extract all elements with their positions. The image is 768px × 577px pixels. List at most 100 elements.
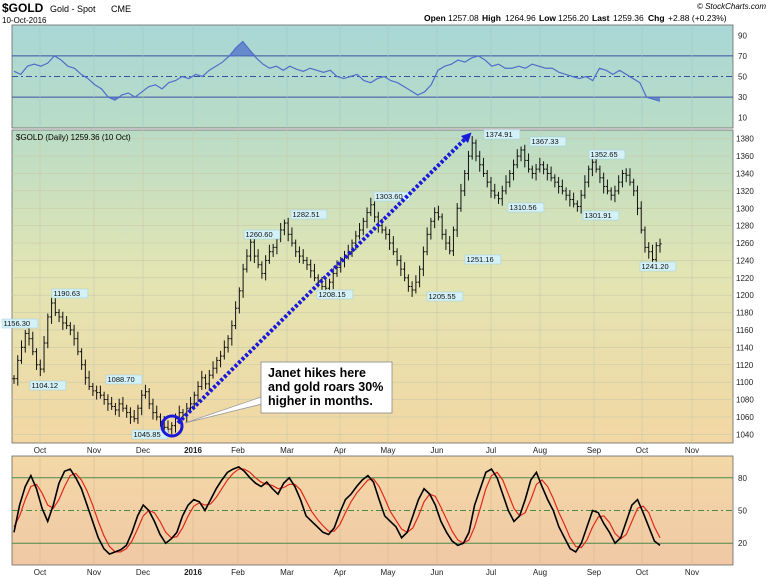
price-label-bg bbox=[507, 202, 545, 213]
rsi-tick-label: 10 bbox=[738, 114, 747, 123]
x-tick-label-bottom: Nov bbox=[685, 568, 699, 577]
price-label: 1190.63 bbox=[54, 289, 81, 298]
price-tick-label: 1260 bbox=[736, 239, 754, 248]
price-label: 1310.56 bbox=[510, 203, 537, 212]
exchange-label: CME bbox=[111, 4, 131, 14]
stoch-tick-label: 20 bbox=[738, 539, 747, 548]
price-tick-label: 1300 bbox=[736, 204, 754, 213]
price-label: 1301.91 bbox=[585, 211, 612, 220]
price-tick-label: 1340 bbox=[736, 169, 754, 178]
price-label: 1260.60 bbox=[246, 230, 273, 239]
price-tick-label: 1200 bbox=[736, 291, 754, 300]
rsi-tick-label: 50 bbox=[738, 73, 747, 82]
chart-date: 10-Oct-2016 bbox=[2, 16, 47, 25]
x-tick-label: Nov bbox=[685, 446, 699, 455]
x-tick-label-bottom: Dec bbox=[136, 568, 150, 577]
x-tick-label: Nov bbox=[87, 446, 101, 455]
x-tick-label: Oct bbox=[636, 446, 649, 455]
x-tick-label: Dec bbox=[136, 446, 150, 455]
rsi-tick-label: 90 bbox=[738, 31, 747, 40]
price-tick-label: 1320 bbox=[736, 187, 754, 196]
last-label: Last bbox=[592, 13, 610, 23]
price-label-bg bbox=[316, 289, 354, 300]
price-tick-label: 1240 bbox=[736, 256, 754, 265]
price-tick-label: 1380 bbox=[736, 135, 754, 144]
price-label: 1045.85 bbox=[134, 430, 161, 439]
price-label-bg bbox=[464, 254, 502, 265]
stoch-tick-label: 50 bbox=[738, 507, 747, 516]
high-value: 1264.96 bbox=[505, 13, 536, 23]
x-tick-label: Feb bbox=[231, 446, 245, 455]
trend-arrow bbox=[176, 132, 472, 425]
price-label: 1088.70 bbox=[108, 375, 135, 384]
x-tick-label-bottom: Aug bbox=[533, 568, 547, 577]
rsi-line bbox=[13, 40, 661, 102]
x-tick-label-bottom: Mar bbox=[280, 568, 294, 577]
x-tick-label-bottom: Nov bbox=[87, 568, 101, 577]
price-tick-label: 1280 bbox=[736, 222, 754, 231]
price-label-bg bbox=[290, 209, 328, 220]
price-tick-label: 1160 bbox=[736, 326, 754, 335]
symbol-name: Gold - Spot bbox=[50, 4, 96, 14]
x-tick-label-bottom: Feb bbox=[231, 568, 245, 577]
price-label: 1241.20 bbox=[642, 262, 669, 271]
credit-label: © StockCharts.com bbox=[697, 2, 766, 11]
price-tick-label: 1100 bbox=[736, 378, 754, 387]
price-label: 1205.55 bbox=[429, 292, 456, 301]
rsi-tick-label: 70 bbox=[738, 52, 747, 61]
rsi-tick-label: 30 bbox=[738, 93, 747, 102]
grid-layer bbox=[12, 25, 733, 565]
x-tick-label: 2016 bbox=[184, 446, 202, 455]
stochastic-d-line bbox=[13, 468, 661, 553]
rate-hike-circle bbox=[160, 414, 184, 438]
x-tick-label: Sep bbox=[587, 446, 602, 455]
price-label-bg bbox=[426, 291, 464, 302]
chg-label: Chg bbox=[648, 13, 665, 23]
price-label-bg bbox=[51, 288, 89, 299]
price-label-bg bbox=[243, 229, 281, 240]
high-label: High bbox=[482, 13, 501, 23]
x-tick-label-bottom: Oct bbox=[636, 568, 649, 577]
stochastic-k-line bbox=[13, 465, 661, 556]
stoch-tick-label: 80 bbox=[738, 474, 747, 483]
annotation-line-3: higher in months. bbox=[268, 394, 373, 408]
x-tick-label: Jun bbox=[431, 446, 444, 455]
price-label: 1374.91 bbox=[486, 130, 513, 139]
price-label: 1156.30 bbox=[4, 319, 31, 328]
open-label: Open bbox=[424, 13, 446, 23]
x-tick-label-bottom: Jun bbox=[431, 568, 444, 577]
price-tick-label: 1140 bbox=[736, 343, 754, 352]
price-label: 1367.33 bbox=[532, 137, 559, 146]
price-tick-label: 1220 bbox=[736, 274, 754, 283]
price-label-bg bbox=[29, 380, 67, 391]
price-label-bg bbox=[483, 129, 521, 140]
chg-value: +2.88 (+0.23%) bbox=[668, 13, 727, 23]
x-tick-label-bottom: Sep bbox=[587, 568, 602, 577]
x-tick-label-bottom: Oct bbox=[34, 568, 47, 577]
low-value: 1256.20 bbox=[558, 13, 589, 23]
price-label: 1303.60 bbox=[376, 192, 403, 201]
rsi-layer bbox=[13, 40, 661, 102]
annotation-line-1: Janet hikes here bbox=[268, 366, 366, 380]
x-tick-label-bottom: Jul bbox=[486, 568, 496, 577]
price-label: 1352.65 bbox=[591, 150, 618, 159]
x-tick-label: Apr bbox=[334, 446, 347, 455]
price-layer bbox=[12, 136, 662, 435]
price-tick-label: 1360 bbox=[736, 152, 754, 161]
x-tick-label: Oct bbox=[34, 446, 47, 455]
price-legend: $GOLD (Daily) 1259.36 (10 Oct) bbox=[16, 133, 131, 142]
x-tick-label: Aug bbox=[533, 446, 547, 455]
last-value: 1259.36 bbox=[613, 13, 644, 23]
price-label: 1251.16 bbox=[467, 255, 494, 264]
axis-layer: 10 30 50 70 90 1040 1060 1080 1100 1120 1140 1160 11… bbox=[34, 31, 755, 577]
price-tick-label: 1040 bbox=[736, 430, 754, 439]
price-label-bg bbox=[1, 318, 39, 329]
x-tick-label-bottom: Apr bbox=[334, 568, 347, 577]
price-label-bg bbox=[105, 374, 143, 385]
price-tick-label: 1120 bbox=[736, 361, 754, 370]
price-label-bg bbox=[639, 261, 677, 272]
price-label-bg bbox=[529, 136, 567, 147]
x-tick-label-bottom: 2016 bbox=[184, 568, 202, 577]
x-tick-label: Jul bbox=[486, 446, 496, 455]
